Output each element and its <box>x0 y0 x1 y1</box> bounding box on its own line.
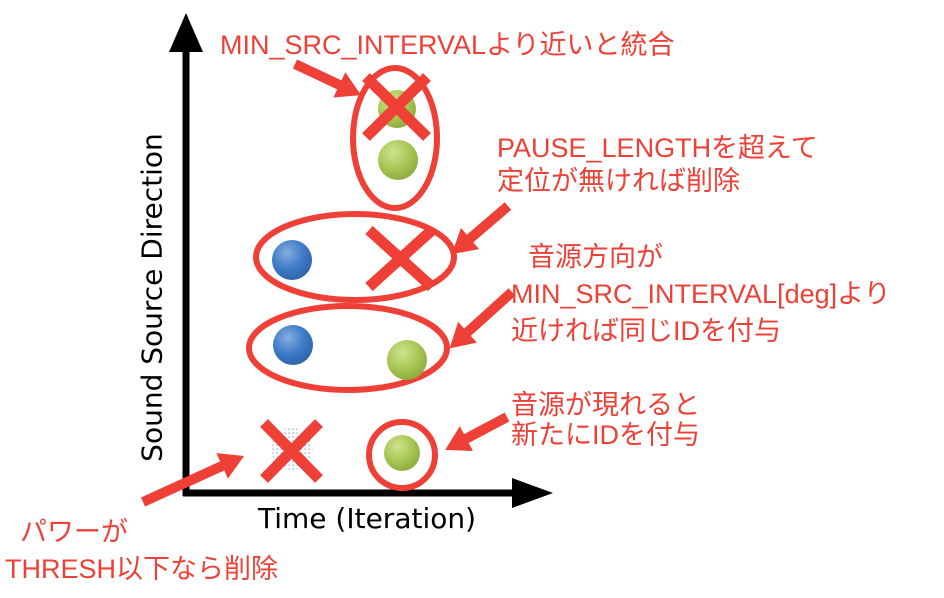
blue-source-dot-same-id <box>273 325 313 365</box>
power-arrow-icon <box>140 453 245 507</box>
annotation-line: THRESH以下なら削除 <box>5 554 279 584</box>
annotation-line: 近ければ同じIDを付与 <box>511 316 781 346</box>
merge-group-ellipse <box>350 65 440 211</box>
new-source-circle <box>366 419 438 491</box>
annotation-pause-delete: PAUSE_LENGTHを超えて 定位が無ければ削除 <box>497 132 818 198</box>
annotation-line: 定位が無ければ削除 <box>497 166 740 196</box>
same-id-arrow-icon <box>449 288 516 349</box>
low-power-x-icon <box>260 419 323 483</box>
annotation-line: PAUSE_LENGTHを超えて <box>497 133 818 163</box>
pause-arrow-icon <box>451 202 512 255</box>
pause-group-ellipse <box>253 211 457 303</box>
annotation-merge: MIN_SRC_INTERVALより近いと統合 <box>220 29 675 62</box>
x-axis-arrowhead-icon <box>512 478 553 508</box>
annotation-line: 新たにIDを付与 <box>511 420 700 450</box>
new-id-arrow-icon <box>445 412 510 451</box>
annotation-power-delete: パワーが THRESH以下なら削除 <box>5 514 278 588</box>
pause-x-icon <box>365 225 436 292</box>
green-source-dot-same-id <box>387 340 427 380</box>
annotation-line: 音源方向が <box>528 242 663 272</box>
y-axis-arrowhead-icon <box>169 13 203 52</box>
blue-source-dot-paused <box>272 240 312 280</box>
annotation-new-id: 音源が現れると 新たにIDを付与 <box>511 390 700 450</box>
annotation-line: 音源が現れると <box>511 390 700 420</box>
green-source-dot-new <box>384 435 420 471</box>
merge-x-icon <box>362 73 431 141</box>
annotation-line: MIN_SRC_INTERVAL[deg]より <box>511 279 891 309</box>
merge-arrow-icon <box>292 59 362 98</box>
y-axis <box>169 13 203 496</box>
x-axis-label: Time (Iteration) <box>258 502 477 535</box>
y-axis-label: Sound Source Direction <box>135 133 169 462</box>
annotation-line: MIN_SRC_INTERVALより近いと統合 <box>220 30 675 60</box>
annotation-line: パワーが <box>20 517 128 547</box>
same-id-group-ellipse <box>246 303 450 393</box>
green-source-dot-kept <box>378 140 418 180</box>
x-axis <box>183 478 553 508</box>
annotation-same-id: 音源方向が MIN_SRC_INTERVAL[deg]より 近ければ同じIDを付… <box>511 239 891 350</box>
